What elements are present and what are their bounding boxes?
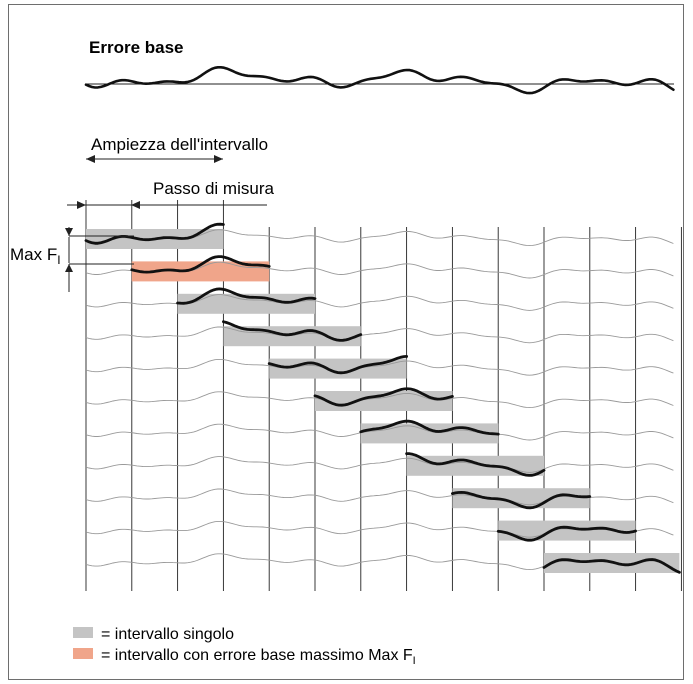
background-error-curve [85, 358, 674, 376]
max-fi-prefix: Max F [10, 245, 57, 264]
single-interval-band [498, 520, 636, 541]
background-error-curve [85, 391, 674, 409]
interval-error-curve [176, 287, 317, 305]
interval-width-label: Ampiezza dell'intervallo [91, 135, 268, 154]
interval-error-curve [222, 320, 363, 342]
background-error-curve [85, 456, 674, 473]
interval-error-curve [313, 387, 454, 407]
legend-swatch-single-interval [73, 627, 93, 638]
legend-text-max-interval: = intervallo con errore base massimo Max… [101, 647, 416, 667]
max-arrow-top [65, 228, 73, 236]
figure-frame: Errore base Ampiezza dell'intervallo Pas… [8, 4, 684, 680]
diagram-title: Errore base [89, 38, 184, 57]
interval-error-curve [496, 525, 637, 542]
interval-width-arrow-left [86, 155, 95, 163]
interval-error-curve [451, 491, 592, 510]
single-interval-band [360, 423, 499, 444]
background-error-curve [85, 423, 674, 441]
background-error-curve [85, 326, 674, 344]
base-error-curve [84, 66, 675, 95]
max-error-interval-band [131, 261, 270, 282]
max-fi-subscript: I [57, 253, 60, 267]
measuring-step-arrow-right [131, 201, 140, 209]
measuring-step-label: Passo di misura [153, 179, 274, 198]
measuring-step-arrow-left [77, 201, 86, 209]
interval-error-curve [542, 558, 681, 574]
interval-error-curve [359, 419, 500, 436]
interval-error-curve [130, 255, 271, 274]
max-fi-label: Max FI [10, 245, 61, 267]
interval-error-curve [405, 452, 546, 477]
legend-text-single-interval: = intervallo singolo [101, 626, 234, 643]
interval-error-curve [267, 355, 408, 375]
legend-text-max-interval-main: = intervallo con errore base massimo Max… [101, 647, 413, 664]
legend-swatch-max-interval [73, 648, 93, 659]
interval-curves [84, 222, 681, 574]
interval-width-arrow-right [214, 155, 223, 163]
single-interval-band [177, 293, 315, 314]
background-error-curve [85, 294, 674, 311]
legend-text-max-interval-subscript: I [413, 655, 416, 667]
interval-error-curve [84, 222, 225, 245]
single-interval-band [315, 391, 453, 411]
max-arrow-bottom [65, 264, 73, 272]
error-interval-diagram: Errore base Ampiezza dell'intervallo Pas… [10, 38, 682, 667]
single-interval-band [452, 488, 590, 509]
single-interval-band [406, 455, 544, 476]
